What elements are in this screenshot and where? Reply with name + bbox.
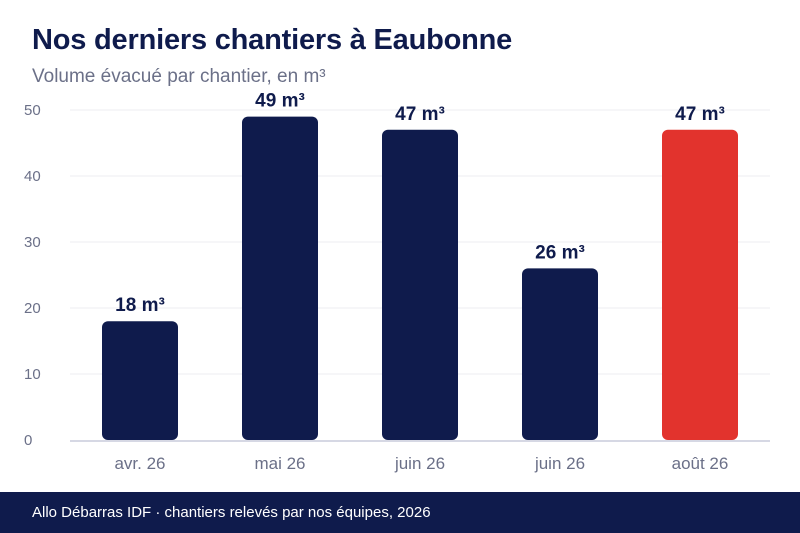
bar-5 [662,129,738,441]
data-label: 26 m³ [535,242,585,263]
y-tick-label: 10 [24,366,41,383]
chart-title: Nos derniers chantiers à Eaubonne [32,24,513,56]
footer-bar: Allo Débarras IDF · chantiers relevés pa… [0,492,800,533]
y-tick-label: 50 [24,102,41,119]
bar-1 [102,321,178,440]
data-label: 18 m³ [115,295,165,316]
y-tick-label: 30 [24,234,41,251]
x-tick-label: août 26 [672,454,729,473]
bars-layer [102,116,738,441]
data-label: 47 m³ [675,104,725,125]
bar-3 [382,129,458,441]
y-tick-label: 0 [24,432,32,449]
labels-layer: 0 10 20 30 40 50 18 m³ avr. 26 49 m³ mai 26 47 m³ j… [24,91,728,473]
footer-source: Allo Débarras IDF · chantiers relevés pa… [32,504,431,521]
y-tick-label: 20 [24,300,41,317]
x-tick-label: juin 26 [534,454,585,473]
x-tick-label: mai 26 [254,454,305,473]
x-tick-label: avr. 26 [114,454,165,473]
x-tick-label: juin 26 [394,454,445,473]
data-label: 47 m³ [395,104,445,125]
y-tick-label: 40 [24,168,41,185]
bar-2 [242,116,318,440]
bar-4 [522,268,598,440]
chart-subtitle: Volume évacué par chantier, en m³ [32,66,326,87]
data-label: 49 m³ [255,91,305,112]
bar-chart: 0 10 20 30 40 50 18 m³ avr. 26 49 m³ mai 26 47 m³ j… [24,91,770,473]
